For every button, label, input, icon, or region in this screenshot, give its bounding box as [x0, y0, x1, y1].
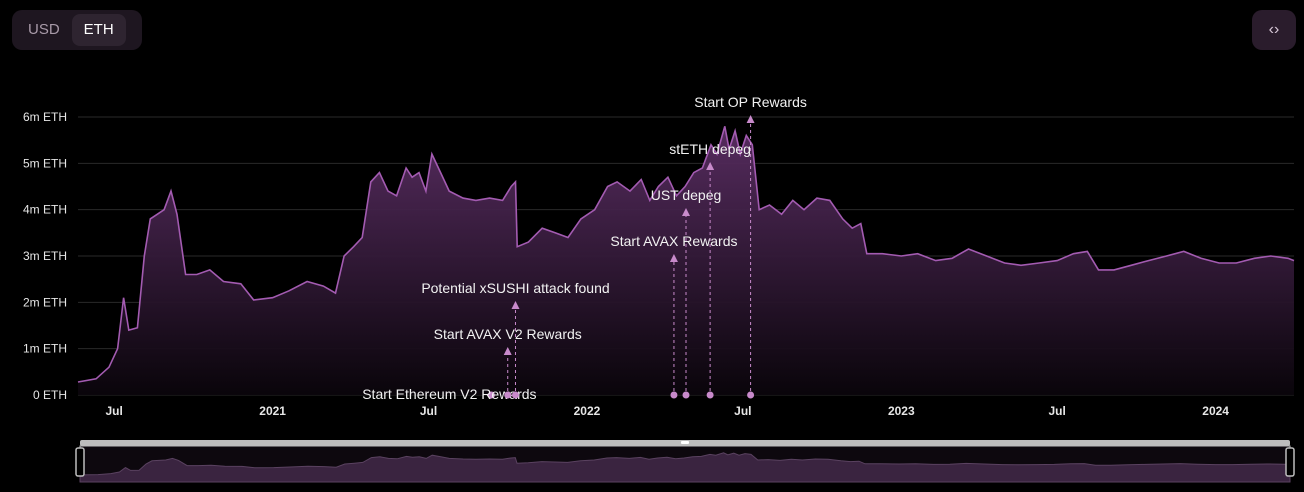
- annotation-dot[interactable]: [706, 391, 714, 399]
- eth-option[interactable]: ETH: [71, 14, 126, 46]
- annotation-marker[interactable]: Potential xSUSHI attack found: [421, 280, 610, 399]
- annotations: Start Ethereum V2 Rewards Start AVAX V2 R…: [362, 94, 807, 402]
- annotation-label: Start AVAX V2 Rewards: [434, 326, 582, 342]
- y-tick-label: 4m ETH: [23, 203, 67, 217]
- x-tick-label: 2021: [259, 404, 286, 418]
- annotation-label: Potential xSUSHI attack found: [421, 280, 609, 296]
- usd-option[interactable]: USD: [28, 21, 60, 38]
- annotation-dot[interactable]: [670, 391, 678, 399]
- annotation-marker[interactable]: Start AVAX V2 Rewards: [434, 326, 582, 399]
- code-icon: ‹›: [1268, 21, 1280, 38]
- x-tick-label: Jul: [734, 404, 751, 418]
- annotation-label: UST depeg: [651, 187, 722, 203]
- y-tick-label: 5m ETH: [23, 156, 67, 170]
- brush-right-handle[interactable]: [1285, 447, 1295, 477]
- annotation-dot[interactable]: [504, 391, 512, 399]
- brush-grip[interactable]: [681, 441, 689, 444]
- annotation-dot[interactable]: [682, 391, 690, 399]
- currency-toggle: USD ETH: [12, 10, 142, 50]
- annotation-label: Start OP Rewards: [694, 94, 807, 110]
- x-tick-label: Jul: [1049, 404, 1066, 418]
- x-tick-label: 2022: [574, 404, 601, 418]
- annotation-marker[interactable]: Start Ethereum V2 Rewards: [362, 386, 536, 402]
- x-axis: Jul 2021 Jul 2022 Jul 2023 Jul 2024: [105, 404, 1229, 418]
- annotation-dot[interactable]: [747, 391, 755, 399]
- annotation-dot[interactable]: [511, 391, 519, 399]
- x-tick-label: 2024: [1202, 404, 1229, 418]
- series-area: [78, 126, 1294, 396]
- annotation-marker[interactable]: UST depeg: [651, 187, 722, 399]
- brush-preview-area: [79, 452, 1291, 483]
- annotation-dot[interactable]: [487, 391, 495, 399]
- x-tick-label: 2023: [888, 404, 915, 418]
- brush-left-handle[interactable]: [75, 447, 85, 477]
- y-tick-label: 6m ETH: [23, 110, 67, 124]
- annotation-marker[interactable]: Start AVAX Rewards: [610, 233, 737, 399]
- annotation-label: stETH depeg: [669, 141, 751, 157]
- annotation-marker[interactable]: stETH depeg: [669, 141, 751, 399]
- annotation-marker[interactable]: Start OP Rewards: [694, 94, 807, 399]
- annotation-label: Start Ethereum V2 Rewards: [362, 386, 536, 402]
- series-line: [77, 126, 1295, 383]
- x-tick-label: Jul: [420, 404, 437, 418]
- y-axis: 0 ETH 1m ETH 2m ETH 3m ETH 4m ETH 5m ETH 6m ET…: [23, 110, 67, 402]
- x-tick-label: Jul: [105, 404, 122, 418]
- annotation-label: Start AVAX Rewards: [610, 233, 737, 249]
- embed-button[interactable]: ‹›: [1252, 10, 1296, 50]
- y-tick-label: 1m ETH: [23, 342, 67, 356]
- y-tick-label: 0 ETH: [33, 388, 67, 402]
- range-brush[interactable]: [75, 440, 1295, 483]
- y-tick-label: 3m ETH: [23, 249, 67, 263]
- y-tick-label: 2m ETH: [23, 295, 67, 309]
